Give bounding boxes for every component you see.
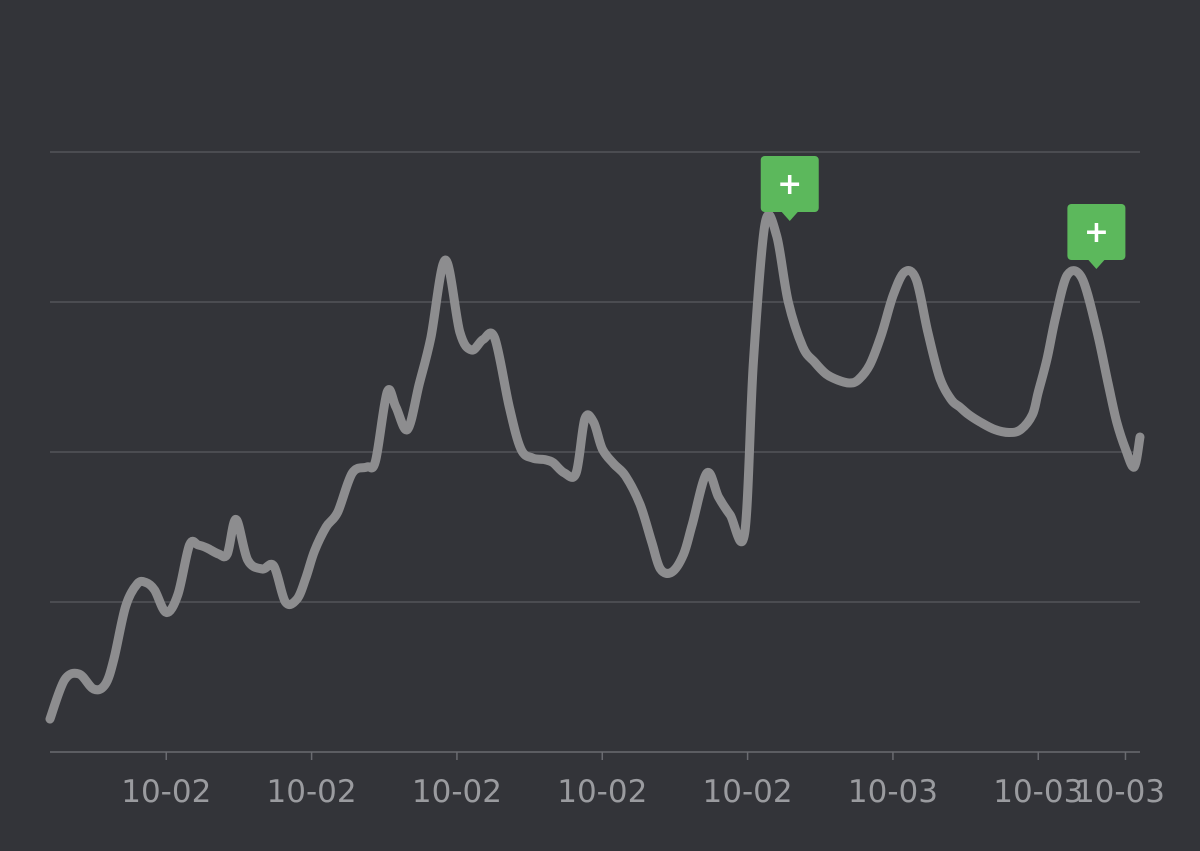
plus-icon: + [777, 167, 802, 202]
plus-marker-1[interactable]: + [1067, 204, 1126, 269]
plus-icon: + [1084, 215, 1109, 250]
x-tick-label-2: 10-02 [412, 774, 502, 810]
annotation-markers: ++ [760, 156, 1126, 269]
series-line-group [45, 210, 1145, 724]
marker-box [760, 156, 819, 212]
x-tick-label-6: 10-03 [993, 774, 1083, 810]
x-tick-label-7: 10-03 [1075, 774, 1165, 810]
marker-pointer [781, 212, 798, 221]
x-tick-label-0: 10-02 [121, 774, 211, 810]
plus-marker-0[interactable]: + [760, 156, 819, 221]
x-tick-label-1: 10-02 [267, 774, 357, 810]
grid [50, 151, 1140, 603]
x-tick-label-5: 10-03 [848, 774, 938, 810]
x-tick-label-3: 10-02 [557, 774, 647, 810]
marker-pointer [1088, 260, 1105, 269]
series-line-0 [45, 210, 1145, 724]
marker-box [1067, 204, 1126, 260]
x-tick-label-4: 10-02 [703, 774, 793, 810]
